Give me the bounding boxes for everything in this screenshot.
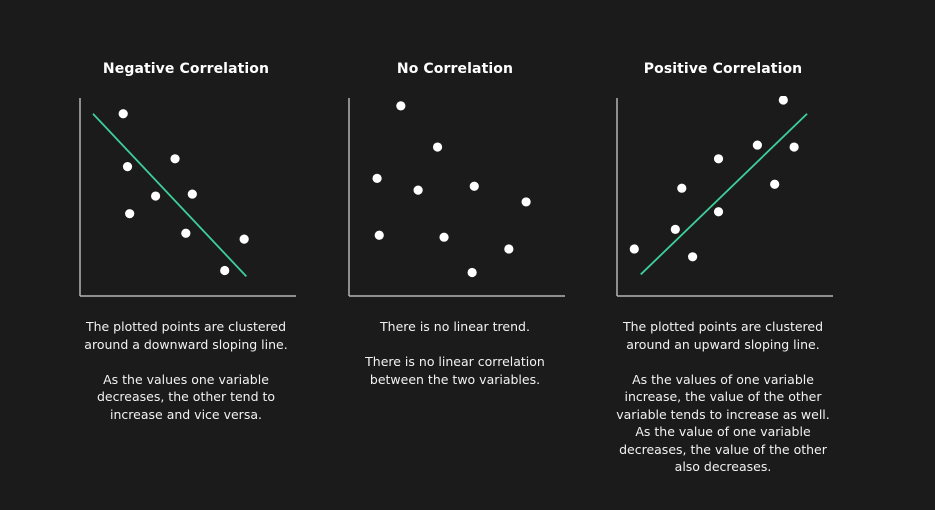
data-point	[504, 244, 514, 254]
data-point	[789, 142, 799, 152]
chart-panel-none: No Correlation There is no linear trend.…	[325, 0, 585, 510]
description-paragraph: There is no linear correlation between t…	[365, 354, 545, 387]
chart-title: No Correlation	[396, 61, 514, 77]
data-point	[187, 189, 197, 199]
chart-title: Positive Correlation	[643, 61, 803, 77]
data-point	[122, 162, 133, 172]
data-point	[151, 191, 161, 201]
chart-panel-positive: Positive Correlation The plotted points …	[593, 0, 853, 510]
description-paragraph: The plotted points are clustered around …	[84, 319, 288, 352]
scatter-plot	[616, 96, 833, 297]
data-point	[770, 179, 780, 189]
data-point	[752, 140, 762, 150]
data-point	[778, 96, 788, 105]
chart-title: Negative Correlation	[102, 61, 270, 77]
data-point	[220, 265, 230, 276]
trend-line	[92, 113, 247, 278]
data-point	[239, 234, 249, 244]
trend-line	[640, 113, 808, 276]
data-point	[677, 183, 687, 193]
data-point	[170, 154, 180, 164]
data-point	[125, 209, 135, 219]
data-point	[467, 267, 477, 278]
chart-description: The plotted points are clustered around …	[593, 318, 853, 476]
data-point	[374, 230, 384, 240]
data-point	[439, 232, 449, 242]
chart-description: There is no linear trend. There is no li…	[325, 318, 585, 388]
scatter-plot	[79, 98, 296, 297]
data-point	[629, 244, 639, 254]
data-point	[713, 154, 724, 164]
description-paragraph: As the values one variable decreases, th…	[96, 371, 276, 422]
data-point	[688, 252, 698, 262]
data-point	[432, 142, 443, 152]
data-point	[118, 109, 128, 119]
data-point	[713, 207, 724, 217]
data-point	[181, 228, 191, 238]
chart-panel-negative: Negative Correlation The plotted points …	[56, 0, 316, 510]
description-paragraph: As the values of one variable increase, …	[616, 371, 830, 475]
data-point	[670, 224, 680, 234]
data-point	[372, 173, 382, 183]
description-paragraph: There is no linear trend.	[380, 319, 530, 334]
data-point	[396, 101, 406, 111]
data-point	[469, 181, 479, 191]
description-paragraph: The plotted points are clustered around …	[622, 319, 824, 352]
scatter-plot	[348, 98, 565, 297]
chart-description: The plotted points are clustered around …	[56, 318, 316, 423]
data-point	[521, 197, 531, 207]
data-point	[413, 185, 423, 195]
